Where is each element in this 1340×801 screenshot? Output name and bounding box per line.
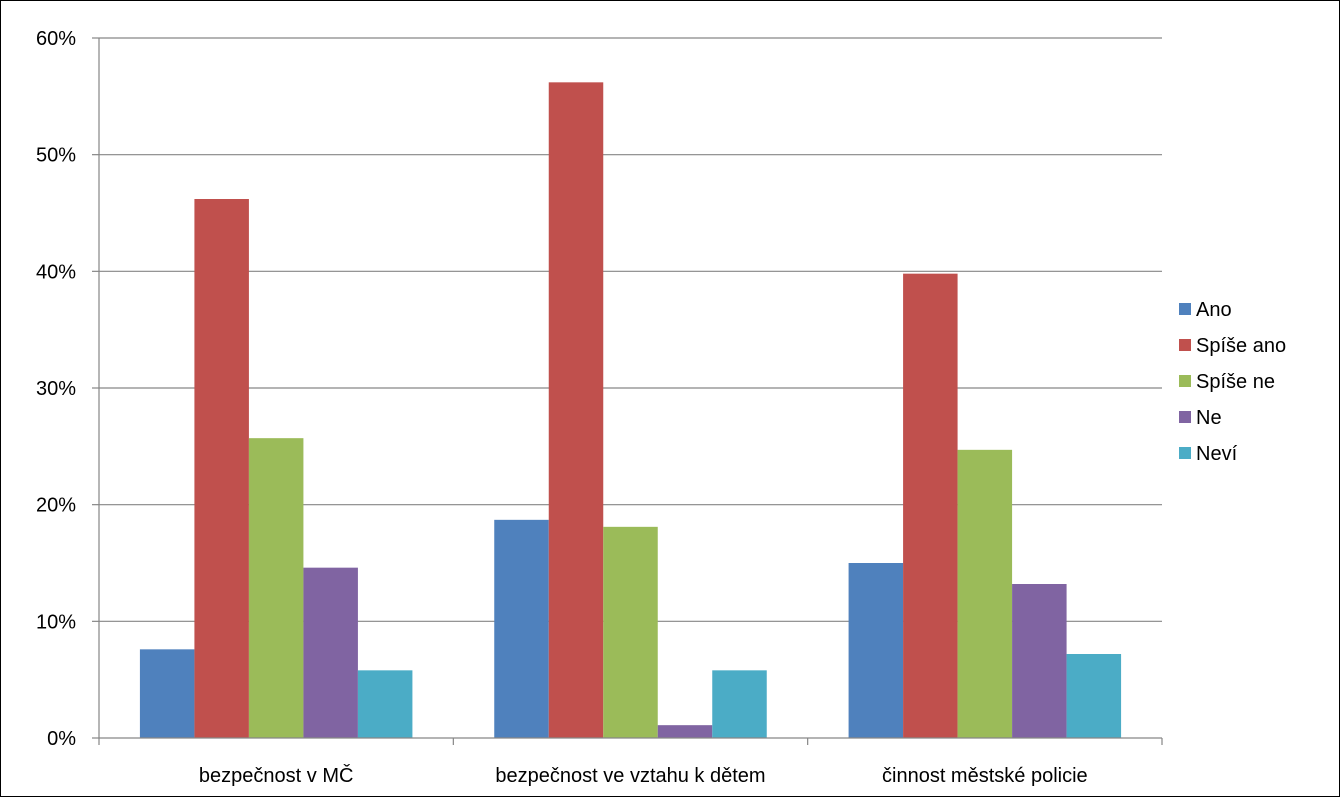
legend-swatch (1179, 303, 1191, 315)
x-category-label: bezpečnost ve vztahu k dětem (495, 765, 765, 787)
y-tick-label: 60% (36, 28, 76, 50)
x-category-label: bezpečnost v MČ (199, 764, 354, 787)
x-axis-category-labels: bezpečnost v MČ bezpečnost ve vztahu k dě… (199, 764, 1088, 787)
y-tick-label: 30% (36, 378, 76, 400)
legend-swatch (1179, 339, 1191, 351)
bar (657, 725, 713, 738)
y-tick-label: 50% (36, 145, 76, 167)
bar (1066, 654, 1122, 738)
bar (548, 82, 604, 739)
bar (494, 519, 549, 738)
legend-label: Neví (1196, 443, 1238, 465)
bar (1012, 584, 1067, 738)
axes (92, 37, 1163, 745)
x-category-label: činnost městské policie (882, 765, 1088, 787)
legend-swatch (1179, 411, 1191, 423)
bar (603, 526, 658, 738)
bar (248, 438, 304, 738)
bar (303, 567, 358, 738)
legend-label: Ano (1196, 299, 1232, 321)
y-tick-label: 40% (36, 261, 76, 283)
y-tick-label: 0% (47, 728, 76, 750)
y-tick-label: 10% (36, 611, 76, 633)
bar (712, 670, 767, 738)
legend-swatch (1179, 447, 1191, 459)
bar (848, 563, 904, 738)
legend-swatch (1179, 375, 1191, 387)
y-axis-tick-labels: 0% 10% 20% 30% 40% 50% 60% (36, 28, 76, 750)
y-tick-label: 20% (36, 495, 76, 517)
legend-label: Spíše ano (1196, 335, 1286, 357)
legend: Ano Spíše ano Spíše ne Ne Neví (1179, 299, 1286, 465)
bar (357, 670, 413, 738)
bar (903, 273, 958, 738)
legend-label: Spíše ne (1196, 371, 1275, 393)
bars (139, 82, 1122, 739)
bar (957, 449, 1013, 738)
bar (194, 199, 249, 738)
legend-label: Ne (1196, 407, 1222, 429)
bar (139, 649, 195, 738)
